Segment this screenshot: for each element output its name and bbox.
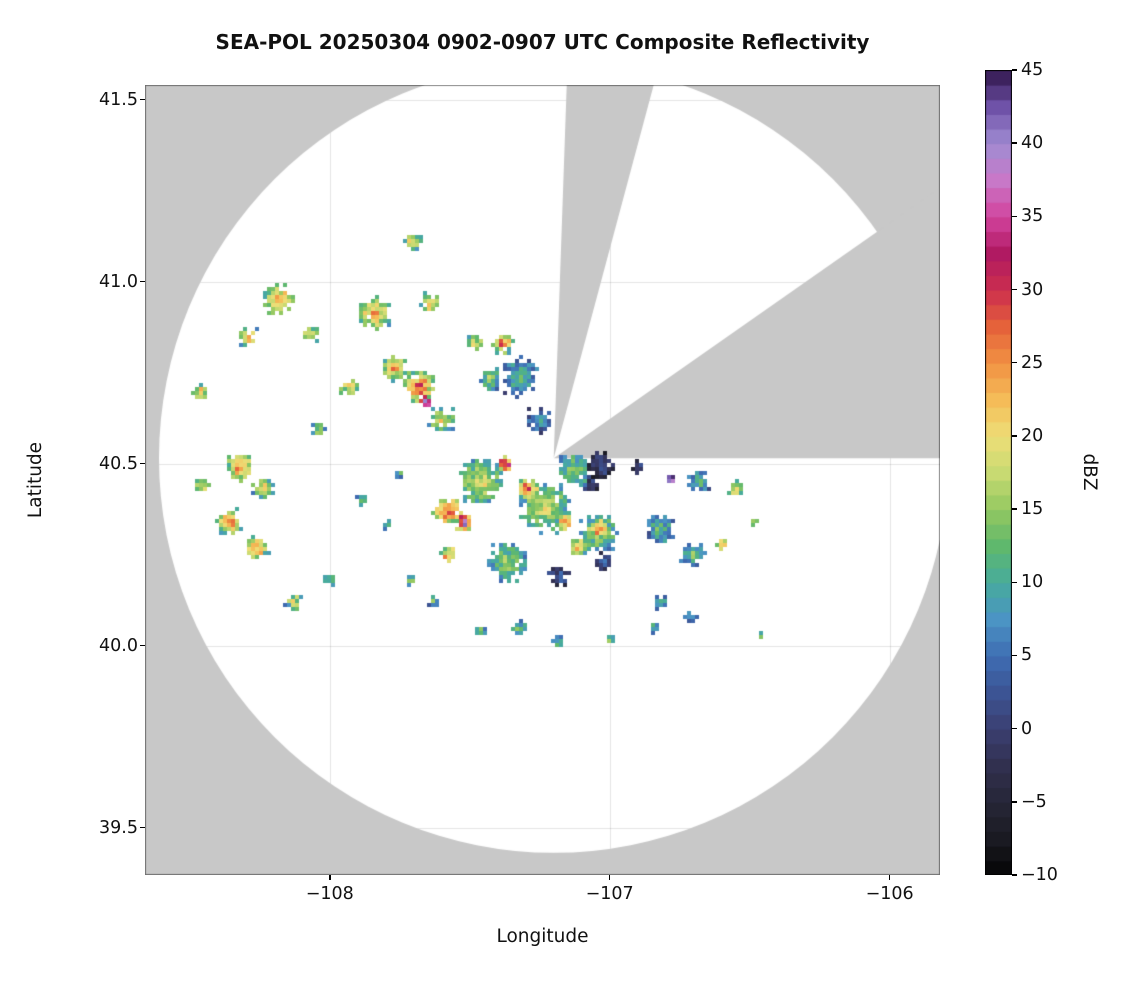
colorbar-tick-label: −10 (1021, 865, 1058, 885)
colorbar-tick-mark (1012, 508, 1017, 510)
colorbar-tick-label: −5 (1021, 791, 1047, 812)
x-tick-mark (329, 875, 331, 880)
colorbar-label: dBZ (1079, 453, 1100, 491)
colorbar-tick-label: 20 (1021, 425, 1044, 446)
y-tick-label: 40.5 (99, 453, 138, 474)
y-tick-label: 41.0 (99, 271, 138, 292)
x-tick-mark (888, 875, 891, 880)
colorbar-tick-label: 10 (1021, 572, 1044, 593)
colorbar-tick-mark (1012, 435, 1017, 437)
colorbar-tick-label: 35 (1021, 206, 1044, 227)
x-tick-mark (608, 875, 611, 880)
x-tick-label: −106 (865, 884, 914, 904)
chart-title: SEA-POL 20250304 0902-0907 UTC Composite… (215, 30, 870, 54)
colorbar-tick-mark (1012, 361, 1017, 364)
colorbar-tick-label: 30 (1021, 279, 1044, 300)
colorbar-tick-label: 45 (1021, 60, 1044, 80)
colorbar-tick-label: 40 (1021, 133, 1044, 154)
colorbar-tick-label: 0 (1021, 718, 1033, 739)
colorbar-tick-mark (1012, 69, 1017, 71)
colorbar-tick-label: 15 (1021, 499, 1044, 520)
colorbar-tick-mark (1012, 581, 1017, 584)
y-tick-label: 39.5 (99, 817, 138, 838)
x-tick-label: −107 (585, 884, 634, 904)
colorbar-tick-mark (1012, 215, 1017, 218)
colorbar (985, 70, 1012, 875)
y-axis-label: Latitude (25, 441, 46, 519)
colorbar-tick-mark (1012, 801, 1017, 803)
colorbar-tick-mark (1012, 142, 1017, 144)
colorbar-tick-label: 25 (1021, 352, 1044, 373)
y-tick-label: 40.0 (99, 635, 138, 656)
radar-plot-canvas (145, 85, 940, 875)
y-tick-mark (140, 280, 145, 283)
y-tick-mark (140, 826, 145, 829)
colorbar-tick-mark (1012, 654, 1017, 657)
colorbar-tick-label: 5 (1021, 645, 1033, 666)
y-tick-label: 41.5 (99, 89, 138, 110)
x-tick-label: −108 (305, 884, 354, 904)
y-tick-mark (140, 98, 145, 101)
y-tick-mark (140, 462, 145, 465)
x-axis-label: Longitude (496, 926, 589, 947)
colorbar-tick-mark (1012, 874, 1017, 876)
y-tick-mark (140, 644, 145, 647)
colorbar-tick-mark (1012, 288, 1017, 291)
colorbar-tick-mark (1012, 727, 1017, 730)
